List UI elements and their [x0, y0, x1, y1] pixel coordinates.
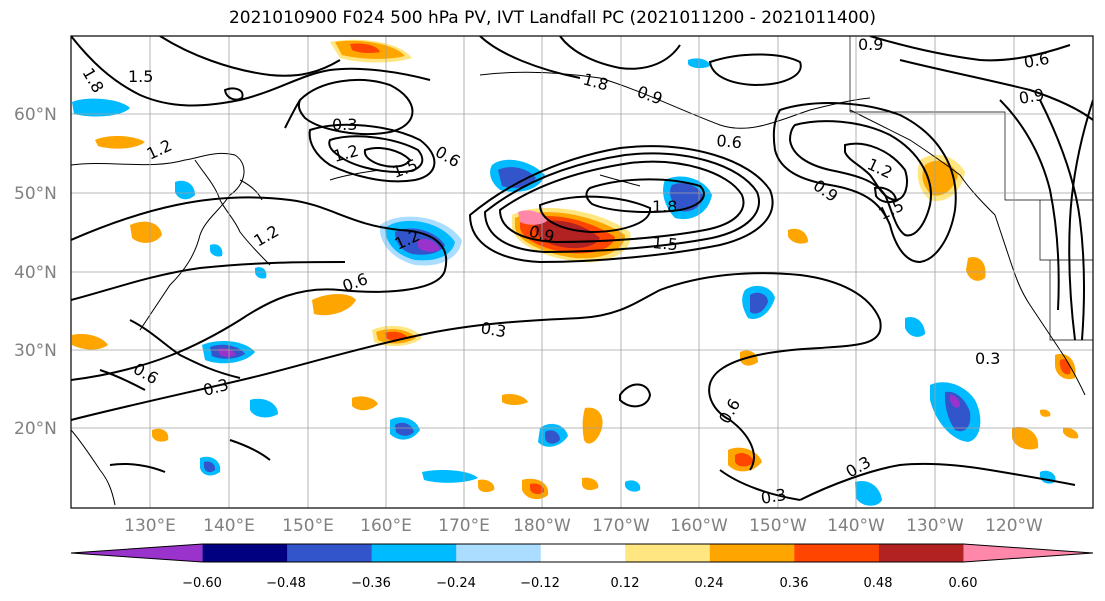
lon-label: 130°E — [124, 516, 176, 536]
lon-label: 140°W — [827, 516, 885, 536]
lat-label: 30°N — [14, 341, 57, 361]
colorbar-tick-label: −0.60 — [182, 576, 222, 591]
contour-label: 0.3 — [479, 318, 507, 341]
contour-label: 0.9 — [1017, 85, 1045, 108]
map-title: 2021010900 F024 500 hPa PV, IVT Landfall… — [228, 8, 876, 28]
lon-label: 130°W — [906, 516, 964, 536]
contour-label: 1.8 — [652, 197, 677, 216]
colorbar-segment — [709, 544, 795, 562]
lon-label: 180°W — [513, 516, 571, 536]
contour-label: 0.6 — [716, 131, 743, 152]
pv-contours — [71, 36, 1093, 501]
colorbar-segment — [963, 544, 1093, 562]
colorbar-segment — [287, 544, 373, 562]
colorbar-tick-label: −0.36 — [351, 576, 391, 591]
lon-label: 170°W — [592, 516, 650, 536]
lon-label: 170°E — [438, 516, 490, 536]
colorbar-tick-label: 0.36 — [780, 576, 809, 591]
lat-label: 60°N — [14, 105, 57, 125]
colorbar-segment — [625, 544, 711, 562]
colorbar-tick-label: 0.60 — [949, 576, 978, 591]
colorbar-ticks: −0.60 −0.48 −0.36 −0.24 −0.12 0.12 0.24 … — [182, 576, 977, 591]
colorbar-segment — [878, 544, 964, 562]
lon-label: 160°E — [360, 516, 412, 536]
lon-label: 160°W — [670, 516, 728, 536]
contour-label: 1.5 — [652, 233, 679, 254]
colorbar-tick-label: −0.48 — [266, 576, 306, 591]
map-border — [70, 35, 1094, 509]
contour-label: 1.5 — [128, 67, 153, 86]
colorbar-segment — [540, 544, 626, 562]
colorbar-tick-label: 0.24 — [695, 576, 724, 591]
lon-axis: 130°E 140°E 150°E 160°E 170°E 180°W 170°… — [124, 516, 1043, 536]
colorbar-segment — [794, 544, 880, 562]
colorbar-tick-label: −0.24 — [436, 576, 476, 591]
lon-label: 150°W — [749, 516, 807, 536]
lat-label: 50°N — [14, 184, 57, 204]
colorbar-tick-label: −0.12 — [520, 576, 560, 591]
colorbar-segment — [371, 544, 457, 562]
lon-label: 140°E — [203, 516, 255, 536]
contour-label: 0.9 — [858, 35, 883, 54]
colorbar-tick-label: 0.12 — [611, 576, 640, 591]
colorbar-segment — [202, 544, 288, 562]
contour-label: 0.3 — [332, 115, 357, 134]
lat-label: 20°N — [14, 419, 57, 439]
colorbar-segment — [456, 544, 542, 562]
contour-label: 0.3 — [759, 485, 787, 508]
lat-label: 40°N — [14, 263, 57, 283]
lon-label: 120°W — [985, 516, 1043, 536]
colorbar-outline — [70, 543, 1094, 563]
lat-axis: 60°N 50°N 40°N 30°N 20°N — [14, 105, 57, 439]
contour-label: 0.6 — [1022, 49, 1050, 72]
lon-label: 150°E — [282, 516, 334, 536]
colorbar-segment — [71, 544, 203, 562]
colorbar — [70, 543, 1094, 563]
colorbar-tick-label: 0.48 — [864, 576, 893, 591]
contour-label: 0.3 — [975, 349, 1000, 368]
gridlines — [71, 36, 1093, 508]
